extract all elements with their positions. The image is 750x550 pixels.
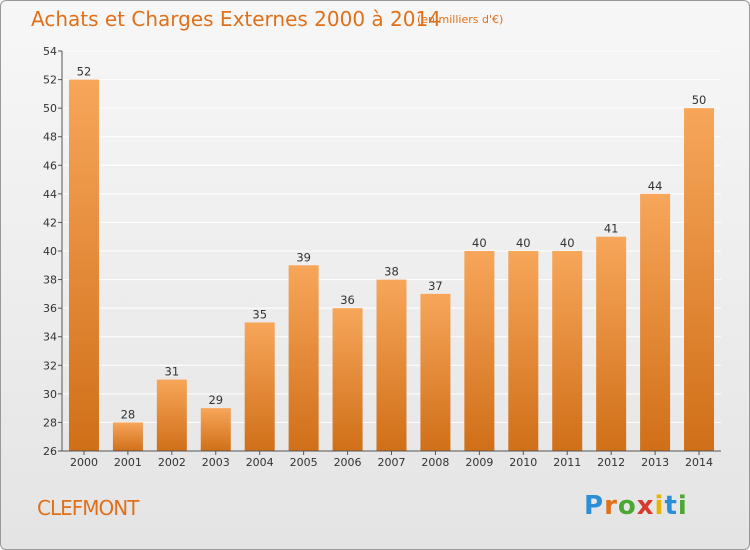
- y-tick-labels: 26 28 30 32 34 36 38 40 42 44 46 48 50 52 54: [43, 45, 57, 458]
- x-tick-label: 2013: [641, 456, 669, 469]
- axes: [58, 50, 721, 455]
- data-label: 37: [428, 279, 443, 293]
- y-tick-label: 42: [43, 216, 57, 229]
- bar: [552, 251, 583, 451]
- y-tick-label: 44: [43, 188, 57, 201]
- logo-letter: i: [654, 491, 665, 521]
- data-label: 39: [296, 250, 311, 264]
- logo-letter: x: [636, 491, 655, 521]
- bar: [332, 308, 363, 451]
- bar: [156, 379, 187, 451]
- proxiti-logo: Proxiti: [584, 491, 688, 521]
- bar: [112, 422, 143, 451]
- y-tick-label: 50: [43, 102, 57, 115]
- data-label: 28: [121, 407, 136, 421]
- y-tick-label: 30: [43, 388, 57, 401]
- data-label: 40: [560, 236, 575, 250]
- logo-letter: t: [664, 491, 678, 521]
- bar: [596, 236, 627, 451]
- x-tick-label: 2006: [334, 456, 362, 469]
- x-tick-label: 2012: [597, 456, 625, 469]
- x-tick-label: 2011: [553, 456, 581, 469]
- x-tick-label: 2002: [158, 456, 186, 469]
- chart-unit: (en milliers d'€): [417, 13, 504, 26]
- y-tick-label: 40: [43, 245, 57, 258]
- x-tick-label: 2009: [465, 456, 493, 469]
- data-label: 36: [340, 293, 355, 307]
- data-label: 52: [77, 65, 92, 79]
- y-tick-label: 38: [43, 274, 57, 287]
- y-tick-label: 32: [43, 359, 57, 372]
- x-tick-label: 2005: [290, 456, 318, 469]
- x-tick-label: 2014: [685, 456, 713, 469]
- x-tick-label: 2000: [70, 456, 98, 469]
- x-tick-label: 2008: [421, 456, 449, 469]
- x-tick-label: 2004: [246, 456, 274, 469]
- y-tick-label: 54: [43, 45, 57, 58]
- x-tick-label: 2010: [509, 456, 537, 469]
- data-label: 31: [165, 365, 180, 379]
- y-tick-label: 52: [43, 74, 57, 87]
- bar: [288, 265, 319, 451]
- x-tick-label: 2007: [378, 456, 406, 469]
- bar: [684, 108, 715, 452]
- data-label: 41: [604, 222, 619, 236]
- logo-letter: i: [677, 491, 688, 521]
- data-label: 29: [208, 393, 223, 407]
- chart-title: Achats et Charges Externes 2000 à 2014: [31, 7, 441, 31]
- logo-letter: r: [604, 491, 618, 521]
- y-tick-label: 34: [43, 331, 57, 344]
- y-tick-label: 46: [43, 159, 57, 172]
- bar: [508, 251, 539, 451]
- bar: [464, 251, 495, 451]
- bar: [244, 322, 275, 451]
- data-label: 50: [692, 93, 707, 107]
- data-label: 40: [516, 236, 531, 250]
- bar: [376, 279, 407, 451]
- bar: [420, 293, 451, 451]
- bar: [68, 79, 99, 452]
- x-tick-label: 2003: [202, 456, 230, 469]
- y-tick-label: 26: [43, 445, 57, 458]
- y-tick-label: 28: [43, 416, 57, 429]
- bar: [640, 193, 671, 451]
- data-label: 40: [472, 236, 487, 250]
- data-labels: 52 28 31 29 35 39 36 38 37 40 40 40 41 44 50: [77, 65, 707, 422]
- data-label: 35: [252, 307, 267, 321]
- commune-name: CLEFMONT: [37, 496, 139, 520]
- logo-letter: o: [617, 491, 637, 521]
- x-tick-labels: 2000 2001 2002 2003 2004 2005 2006 2007 2008 2009…: [70, 456, 713, 469]
- data-label: 44: [648, 179, 663, 193]
- data-label: 38: [384, 265, 399, 279]
- bars: [68, 79, 715, 452]
- y-tick-label: 48: [43, 131, 57, 144]
- logo-letter: P: [584, 491, 605, 521]
- x-tick-label: 2001: [114, 456, 142, 469]
- bar: [200, 408, 231, 451]
- y-tick-label: 36: [43, 302, 57, 315]
